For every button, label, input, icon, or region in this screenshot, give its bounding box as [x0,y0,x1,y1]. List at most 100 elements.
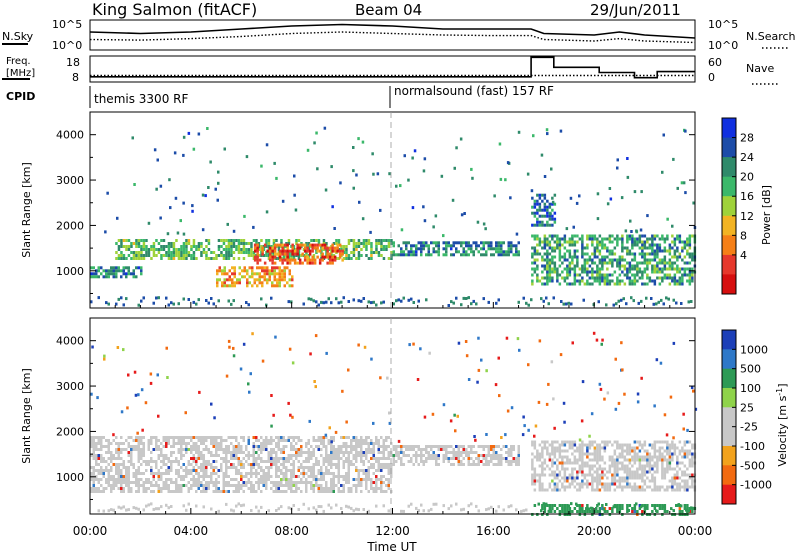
velocity-cell [643,467,647,471]
velocity-cell [628,473,632,477]
velocity-cell [410,448,413,451]
velocity-cell [332,457,335,460]
velocity-cell [510,504,513,508]
power-cell [222,257,226,260]
velocity-cell [691,482,694,486]
power-cell [125,272,128,276]
power-cell [631,237,634,241]
velocity-cell [127,466,130,469]
velocity-cell [145,460,148,463]
velocity-cell [297,466,300,469]
power-cell [295,239,298,242]
power-cell [571,267,574,271]
power-cell [490,247,493,251]
power-cell [247,303,250,307]
velocity-cell [127,436,130,439]
power-cell [352,298,355,302]
velocity-cell [132,445,135,448]
xtick-label: 12:00 [375,524,410,538]
power-cell [556,279,559,283]
power-cell [281,243,284,247]
velocity-cell [365,451,368,454]
velocity-cell [197,475,200,478]
velocity-cell [370,484,373,487]
velocity-cell [107,439,110,442]
power-cell [495,247,498,251]
power-cell [598,234,602,238]
power-cell [653,258,657,262]
power-cell [293,252,297,256]
power-cell [311,243,314,247]
power-cell [290,300,293,304]
power-cell [182,232,186,236]
velocity-cell [525,508,528,512]
power-cell [240,239,243,242]
velocity-cell [192,454,195,457]
velocity-cell [187,442,190,445]
velocity-cell [545,502,548,506]
power-cell [616,261,619,265]
velocity-cell [289,413,292,417]
noise-right-label: N.Search [746,30,796,43]
power-cell [678,255,682,259]
power-cell [645,296,648,300]
velocity-cell [272,448,275,451]
velocity-cell [127,460,130,463]
velocity-cell [365,472,368,475]
velocity-cell [543,510,547,513]
velocity-cell [669,395,673,399]
velocity-cell [300,481,303,484]
power-cell [502,250,505,254]
velocity-cell [237,469,240,472]
power-cell [561,255,564,259]
velocity-cell [683,507,687,510]
velocity-cell [337,454,340,457]
power-cell [601,264,604,268]
velocity-cell [265,475,268,478]
power-cell [631,258,634,262]
colorbar-swatch [722,330,736,350]
power-cell [132,251,136,254]
power-cell [586,243,589,247]
power-cell [235,245,238,248]
velocity-cell [400,457,403,460]
velocity-cell [593,476,597,480]
power-cell [462,247,465,251]
velocity-cell [347,475,350,478]
power-cell [417,241,420,245]
velocity-cell [307,448,310,451]
velocity-cell [347,460,350,463]
power-cell [586,258,589,262]
power-cell [145,248,148,251]
velocity-cell [452,454,455,457]
velocity-cell [377,451,380,454]
velocity-cell [300,478,303,481]
velocity-cell [653,455,657,459]
velocity-cell [692,506,695,510]
velocity-cell [240,460,243,463]
velocity-cell [220,463,223,466]
power-cell [370,248,373,251]
velocity-cell [512,460,515,463]
velocity-cell [207,487,210,490]
velocity-cell [247,472,250,475]
power-cell [621,255,624,259]
power-cell [225,248,228,251]
velocity-cell [287,401,290,405]
velocity-cell [180,478,183,481]
power-cell [130,251,133,254]
velocity-cell [566,449,569,453]
velocity-cell [322,490,325,493]
power-cell [152,301,155,305]
velocity-cell [200,436,203,439]
power-cell [551,279,554,283]
velocity-cell [646,476,649,480]
power-cell [500,241,503,245]
power-cell [617,299,620,303]
velocity-cell [456,414,459,418]
velocity-cell [162,487,165,490]
velocity-cell [115,457,118,460]
power-cell [598,282,602,286]
noise-left-label: N.Sky [2,30,34,43]
power-cell [678,237,682,241]
